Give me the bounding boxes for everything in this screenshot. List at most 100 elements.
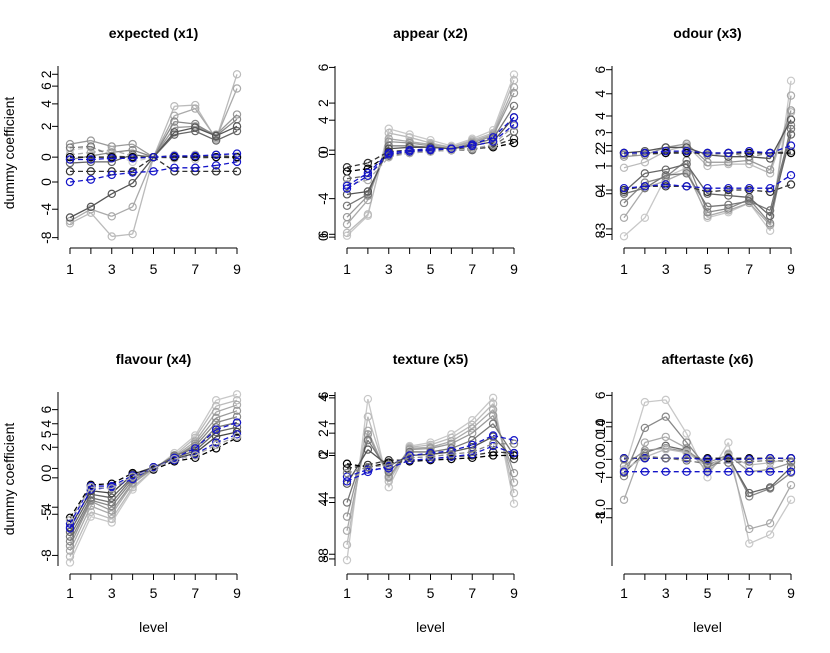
x-tick-label: 3 [385,585,393,601]
data-point [488,441,498,451]
data-point [745,488,754,498]
data-point [86,142,96,151]
x-tick-label: 9 [510,261,518,277]
data-point [724,467,733,476]
x-tick-label: 7 [745,261,753,277]
series-segment [132,156,154,172]
data-point [128,202,137,212]
x-tick-label: 7 [191,261,199,277]
data-point [765,519,775,528]
data-point [170,454,179,464]
y-tick-label: 2 [315,449,331,457]
data-point [65,219,75,228]
y-tick-label: 0 [315,150,331,158]
series-segment [492,74,515,131]
data-point [786,495,796,504]
data-point [191,126,200,136]
data-point [640,182,650,191]
series-10 [619,451,796,469]
series-segment [769,484,792,524]
data-point [363,436,373,445]
data-point [342,526,352,535]
data-point [447,450,456,459]
data-point [509,499,519,508]
data-point [703,148,712,158]
data-point [786,130,796,139]
data-point [703,202,712,211]
y-tick-label: -4 [315,192,331,205]
data-point [65,515,75,525]
data-point [765,483,775,492]
data-point [232,122,242,131]
data-point [65,558,75,567]
series-segment [492,116,515,138]
data-point [509,138,519,148]
data-point [232,110,242,119]
data-point [509,439,519,448]
data-point [65,524,75,533]
y-tick-label: 0 [315,146,331,154]
data-point [724,183,733,193]
panel-title: expected (x1) [109,25,198,41]
x-tick-label: 1 [343,585,351,601]
data-point [65,546,75,555]
data-point [405,133,414,142]
data-point [86,152,96,162]
data-point [128,468,137,478]
data-point [765,456,775,465]
data-point [724,438,733,447]
series-segment [152,121,175,158]
data-point [86,507,96,517]
data-point [342,181,352,191]
series-segment [492,423,515,456]
x-tick-label: 5 [704,261,712,277]
x-tick-label: 1 [66,261,74,277]
data-point [682,438,691,447]
series-segment [769,112,792,174]
series-segment [727,453,750,530]
series-2 [619,432,796,534]
y-tick-label: 6 [315,391,331,399]
data-point [745,146,754,156]
y-tick-label: 4 [315,420,331,428]
y-tick-label: 2 [315,99,331,107]
data-point [682,429,691,438]
y-tick-label: 4 [38,503,54,511]
data-point [509,448,519,458]
series-10 [65,152,242,176]
data-point [342,190,352,199]
data-point [107,154,116,163]
data-point [509,451,519,460]
y-tick-label: -4 [38,203,54,216]
data-point [786,171,796,180]
data-point [86,202,96,212]
data-point [384,458,393,467]
data-point [619,455,629,464]
data-point [232,412,242,421]
series-segment [686,173,709,208]
data-point [342,201,352,210]
data-point [384,483,393,492]
x-tick-label: 5 [150,585,158,601]
data-point [232,432,242,441]
data-point [509,488,519,498]
data-point [745,467,754,476]
data-point [384,128,393,138]
data-point [363,187,373,196]
data-point [682,169,691,178]
data-point [488,399,498,408]
data-point [232,149,242,158]
data-point [65,541,75,551]
data-point [191,451,200,460]
data-point [786,467,796,476]
data-point [342,464,352,473]
data-point [232,400,242,410]
data-point [745,524,754,534]
data-point [661,445,670,454]
series-4 [619,106,796,174]
data-point [211,413,221,423]
data-point [488,419,498,428]
